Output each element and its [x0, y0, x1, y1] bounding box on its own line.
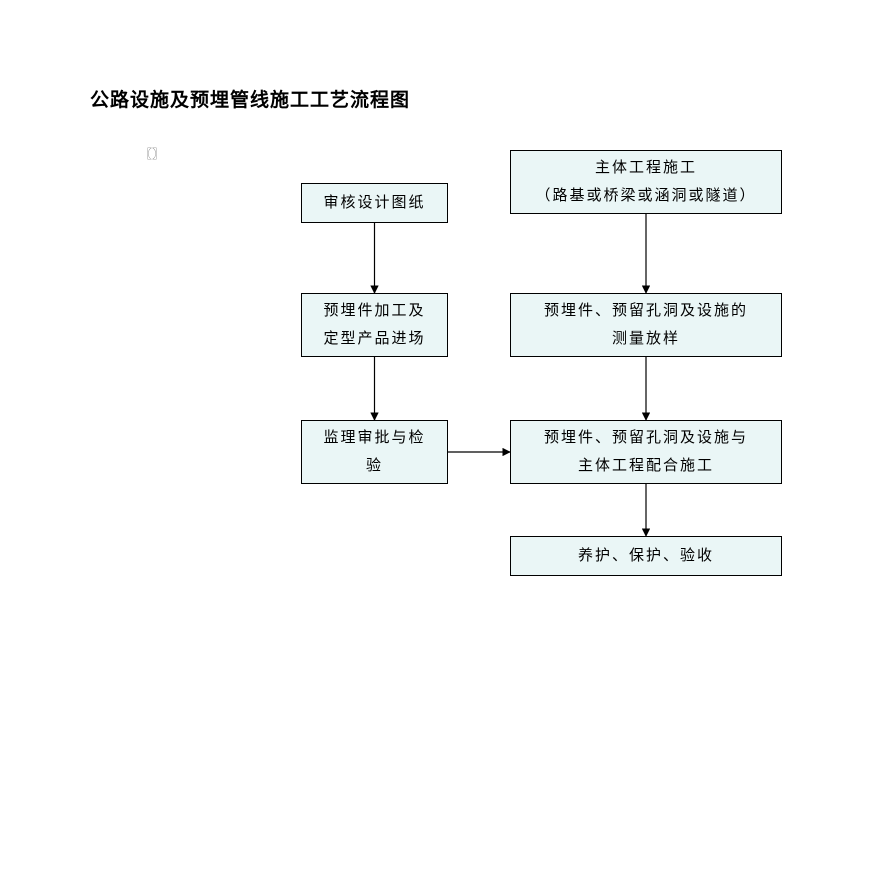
node-line: 定型产品进场	[323, 325, 425, 354]
node-n7: 养护、保护、验收	[510, 536, 782, 576]
node-n5: 预埋件、预留孔洞及设施的测量放样	[510, 293, 782, 357]
node-line: 主体工程施工	[595, 154, 697, 183]
node-n4: 主体工程施工（路基或桥梁或涵洞或隧道）	[510, 150, 782, 214]
node-line: 主体工程配合施工	[578, 452, 714, 481]
node-line: 监理审批与检	[323, 424, 425, 453]
flowchart-page: 公路设施及预埋管线施工工艺流程图 〖〗 审核设计图纸预埋件加工及定型产品进场监理…	[0, 0, 880, 880]
node-n2: 预埋件加工及定型产品进场	[301, 293, 448, 357]
node-n3: 监理审批与检验	[301, 420, 448, 484]
node-n1: 审核设计图纸	[301, 183, 448, 223]
node-line: 养护、保护、验收	[578, 542, 714, 571]
node-line: 审核设计图纸	[323, 189, 425, 218]
node-line: 预埋件加工及	[323, 297, 425, 326]
node-line: 预埋件、预留孔洞及设施与	[544, 424, 748, 453]
node-line: 预埋件、预留孔洞及设施的	[544, 297, 748, 326]
node-line: （路基或桥梁或涵洞或隧道）	[535, 182, 756, 211]
node-n6: 预埋件、预留孔洞及设施与主体工程配合施工	[510, 420, 782, 484]
corner-mark: 〖〗	[140, 145, 164, 162]
node-line: 验	[366, 452, 383, 481]
page-title: 公路设施及预埋管线施工工艺流程图	[90, 85, 410, 112]
node-line: 测量放样	[612, 325, 680, 354]
